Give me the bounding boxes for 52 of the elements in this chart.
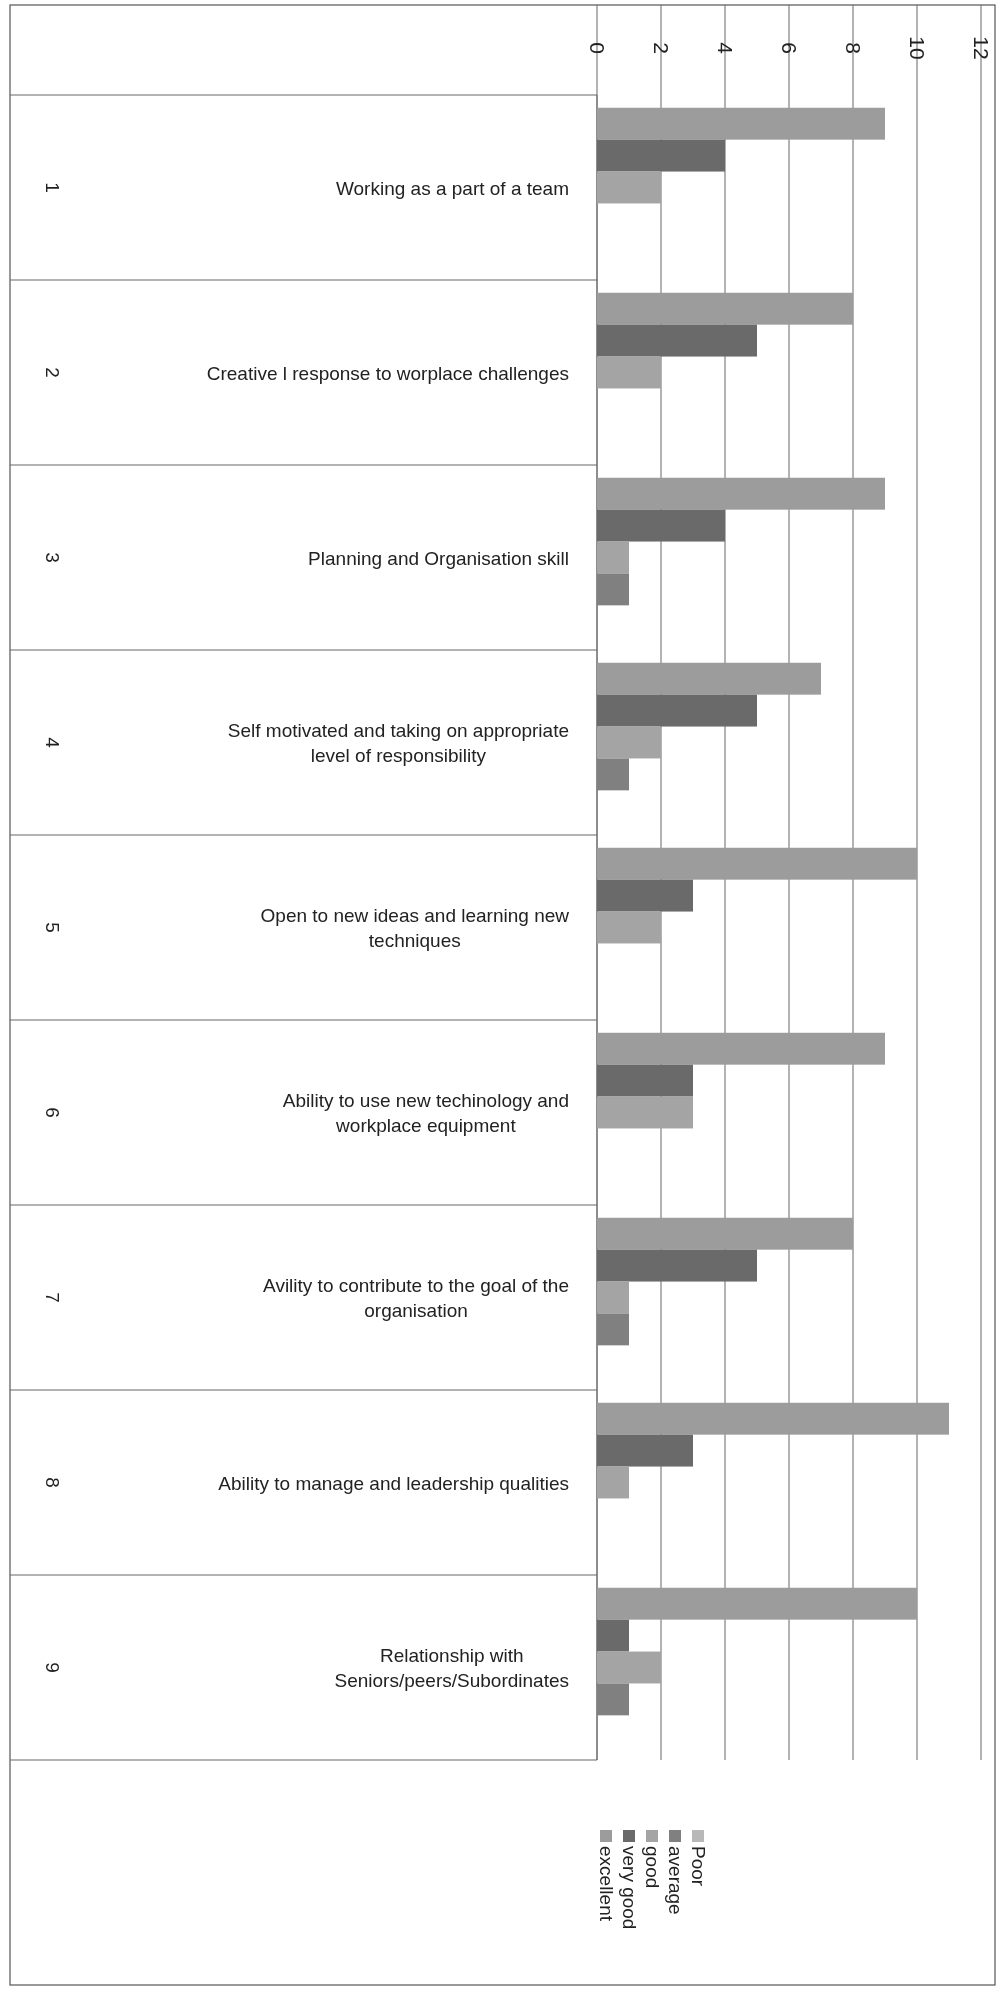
- bar: [597, 107, 885, 140]
- y-tick-label: Self motivated and taking on appropriate level of responsibility: [227, 719, 569, 766]
- bar: [597, 1402, 949, 1435]
- legend-label: good: [641, 1846, 663, 1889]
- x-tick-label: 6: [777, 42, 801, 54]
- bar: [597, 1281, 629, 1314]
- text: 8: [41, 1477, 63, 1488]
- bar: [597, 1587, 917, 1620]
- bar: [597, 1466, 629, 1499]
- x-tick-label: 10: [905, 36, 929, 60]
- bar: [597, 1096, 693, 1129]
- text: 1: [41, 182, 63, 193]
- legend-label: very good: [618, 1846, 640, 1930]
- bar: [597, 1651, 661, 1684]
- text: 4: [41, 737, 63, 749]
- y-tick-label: Open to new ideas and learning new techniques: [260, 904, 570, 951]
- x-tick-label: 12: [969, 36, 993, 60]
- y-tick-label: Working as a part of a team: [335, 177, 569, 198]
- bar: [597, 726, 661, 759]
- bar: [597, 171, 661, 204]
- bar: [597, 1683, 629, 1716]
- text: 5: [41, 922, 63, 933]
- bar: [597, 1032, 885, 1065]
- bar: [597, 911, 661, 944]
- y-tick-label: Ability to use new techinology and workplace equipment: [282, 1089, 569, 1136]
- bar: [597, 477, 885, 510]
- y-tick-label: Avility to contribute to the goal of the organisation: [263, 1274, 569, 1321]
- bar: [597, 541, 629, 574]
- y-tick-label: Planning and Organisation skill: [308, 547, 570, 568]
- bar: [597, 1217, 853, 1250]
- bar: [597, 847, 917, 880]
- bar: [597, 292, 853, 325]
- bar: [597, 356, 661, 389]
- legend-label: average: [664, 1846, 686, 1915]
- bar: [597, 758, 629, 791]
- x-tick-label: 2: [649, 42, 673, 54]
- x-tick-label: 8: [841, 42, 865, 54]
- y-tick-label: Relationship with Seniors/peers/Subordinates: [334, 1644, 569, 1691]
- x-tick-label: 4: [713, 42, 737, 55]
- bar: [597, 1313, 629, 1346]
- text: 2: [41, 367, 63, 378]
- bar: [597, 573, 629, 606]
- text: 9: [41, 1662, 63, 1673]
- text: 7: [41, 1292, 63, 1303]
- x-tick-label: 0: [585, 42, 609, 54]
- y-tick-label: Ability to manage and leadership qualities: [218, 1472, 569, 1493]
- bar: [597, 662, 821, 695]
- legend-label: excellent: [595, 1846, 617, 1922]
- text: 6: [41, 1107, 63, 1118]
- y-tick-label: Creative l response to worplace challenges: [206, 362, 570, 383]
- legend-label: Poor: [687, 1846, 709, 1887]
- text: 3: [41, 552, 63, 563]
